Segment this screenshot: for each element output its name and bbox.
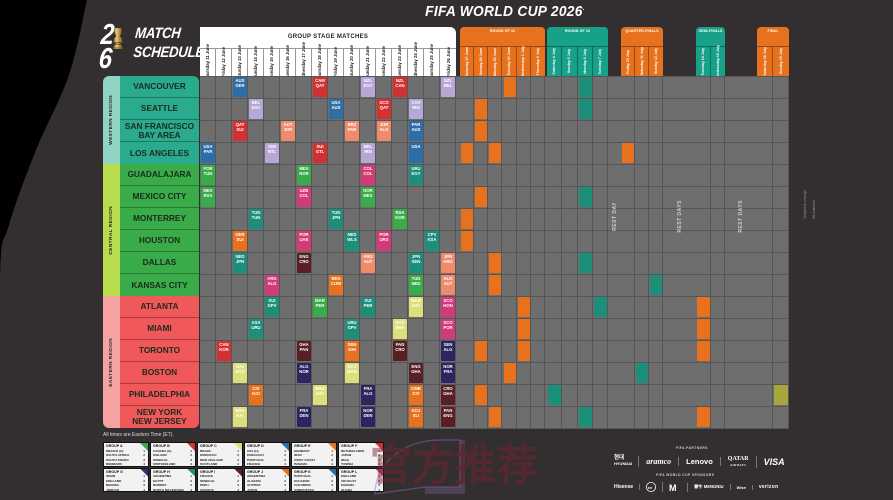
svg-text:MY: MY <box>648 486 653 490</box>
svg-text:官方推荐: 官方推荐 <box>370 442 538 489</box>
svg-text:M: M <box>669 483 677 492</box>
